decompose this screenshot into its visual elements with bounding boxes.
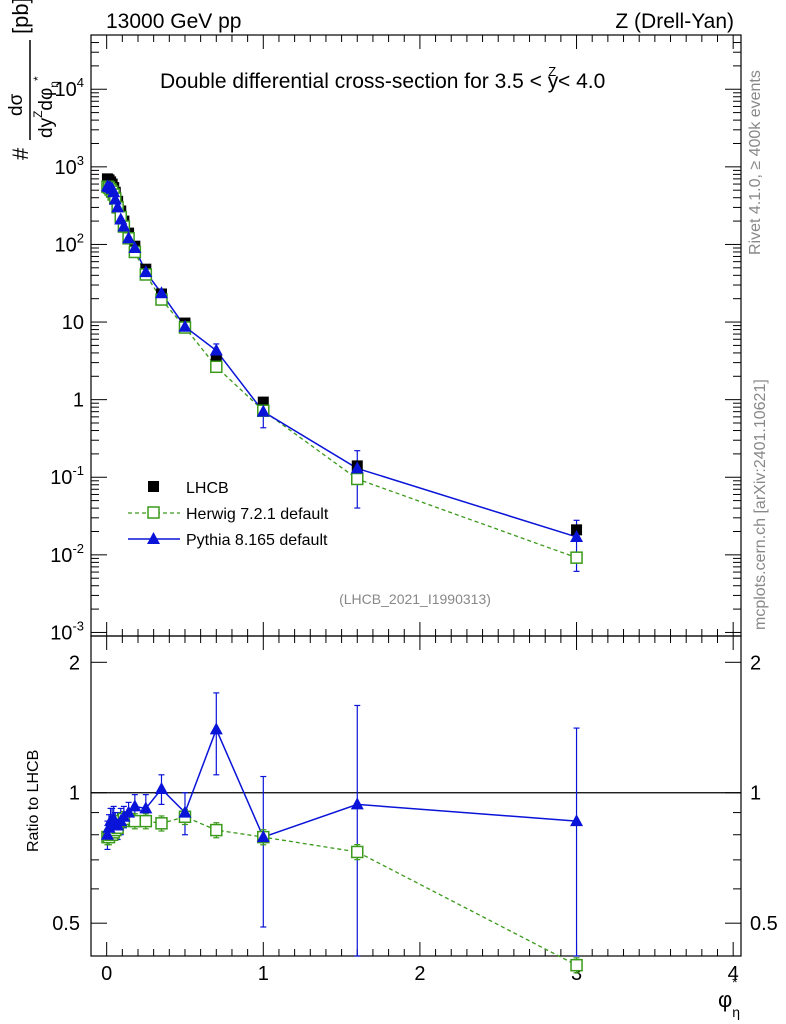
pythia-ratio-point <box>256 830 270 843</box>
y-tick-label: 104 <box>55 75 84 101</box>
main-y-label: # dσ dyZdφη* [pb] <box>6 0 61 160</box>
analysis-id: (LHCB_2021_I1990313) <box>339 591 491 607</box>
legend-lhcb-label: LHCB <box>186 480 229 497</box>
x-tick-label: 1 <box>258 963 269 985</box>
ratio-tick-label-right: 1 <box>750 783 761 805</box>
x-tick-label: 3 <box>571 963 582 985</box>
x-axis-label: φη* <box>718 974 740 1020</box>
herwig-ratio-line <box>107 816 577 966</box>
pythia-ratio-point <box>128 799 142 812</box>
plot-title: Double differential cross-section for 3.… <box>160 64 605 93</box>
ratio-data <box>100 692 584 974</box>
legend-lhcb-marker <box>148 481 159 492</box>
lhcb-point <box>210 353 222 365</box>
pythia-point <box>154 286 168 299</box>
pythia-point <box>350 461 364 474</box>
pythia-point <box>117 219 131 232</box>
ratio-axes: 0 1 2 3 4 0.5 0.5 1 1 2 2 <box>52 652 778 985</box>
pythia-line <box>107 185 577 538</box>
herwig-ratio-point <box>155 817 168 830</box>
herwig-ratio-point <box>351 845 364 859</box>
main-axes: 10-3 10-2 10-1 1 10 102 103 104 <box>50 34 741 650</box>
main-data <box>100 173 584 572</box>
pythia-point <box>178 319 192 332</box>
svg-text:[pb]: [pb] <box>8 0 33 34</box>
lhcb-point <box>571 524 583 536</box>
herwig-point <box>210 360 223 374</box>
legend-pythia-marker <box>147 532 160 544</box>
rivet-label: Rivet 4.1.0, ≥ 400k events <box>747 70 764 255</box>
pythia-point <box>107 185 121 198</box>
pythia-ratio-point <box>154 782 168 795</box>
process-label: Z (Drell-Yan) <box>615 10 734 33</box>
ratio-plot-frame <box>90 635 742 957</box>
y-tick-label: 102 <box>55 230 84 256</box>
x-tick-label: 2 <box>414 963 425 985</box>
x-tick-label: 4 <box>728 963 739 985</box>
pythia-point <box>139 265 153 278</box>
legend-herwig-marker <box>147 506 160 519</box>
ratio-y-label: Ratio to LHCB <box>25 750 42 852</box>
lhcb-point <box>257 396 269 408</box>
herwig-ratio-point <box>570 958 583 972</box>
mcplots-label: mcplots.cern.ch [arXiv:2401.10621] <box>752 379 769 630</box>
pythia-ratio-point <box>350 797 364 810</box>
pythia-point <box>128 240 142 253</box>
herwig-line <box>107 186 577 559</box>
pythia-point <box>122 231 136 244</box>
pythia-point <box>209 343 223 356</box>
y-tick-label: 10-2 <box>50 541 84 567</box>
pythia-point <box>108 192 122 205</box>
x-tick-label: 0 <box>101 963 112 985</box>
pythia-ratio-point <box>100 827 114 840</box>
herwig-ratio-point <box>139 814 153 828</box>
y-tick-label: 10 <box>62 312 84 334</box>
ratio-tick-label-right: 0.5 <box>750 913 778 935</box>
pythia-ratio-point <box>178 805 192 818</box>
pythia-point <box>111 200 125 213</box>
y-tick-label: 1 <box>73 390 84 412</box>
ratio-tick-label: 1 <box>69 783 80 805</box>
herwig-point <box>570 551 583 564</box>
svg-text:#: # <box>8 147 33 160</box>
pythia-point <box>256 404 270 417</box>
y-tick-label: 103 <box>55 153 84 179</box>
pythia-ratio-point <box>122 805 136 818</box>
energy-label: 13000 GeV pp <box>106 10 241 33</box>
legend-herwig-label: Herwig 7.2.1 default <box>186 506 329 523</box>
ratio-tick-label: 0.5 <box>52 913 80 935</box>
svg-text:dyZdφη*: dyZdφη* <box>31 76 61 138</box>
herwig-point <box>351 472 364 486</box>
herwig-ratio-point <box>210 823 223 837</box>
pythia-ratio-point <box>209 722 223 735</box>
y-tick-label: 10-1 <box>50 463 84 489</box>
ratio-tick-label: 2 <box>69 652 80 674</box>
pythia-point <box>570 529 584 542</box>
pythia-ratio-point <box>139 801 153 814</box>
ratio-tick-label-right: 2 <box>750 652 761 674</box>
pythia-ratio-point <box>570 814 584 827</box>
y-tick-label: 10-3 <box>50 618 84 644</box>
pythia-ratio-line <box>106 727 577 839</box>
legend-pythia-label: Pythia 8.165 default <box>186 532 328 549</box>
svg-text:dσ: dσ <box>6 93 27 116</box>
legend: LHCB Herwig 7.2.1 default Pythia 8.165 d… <box>128 480 329 549</box>
